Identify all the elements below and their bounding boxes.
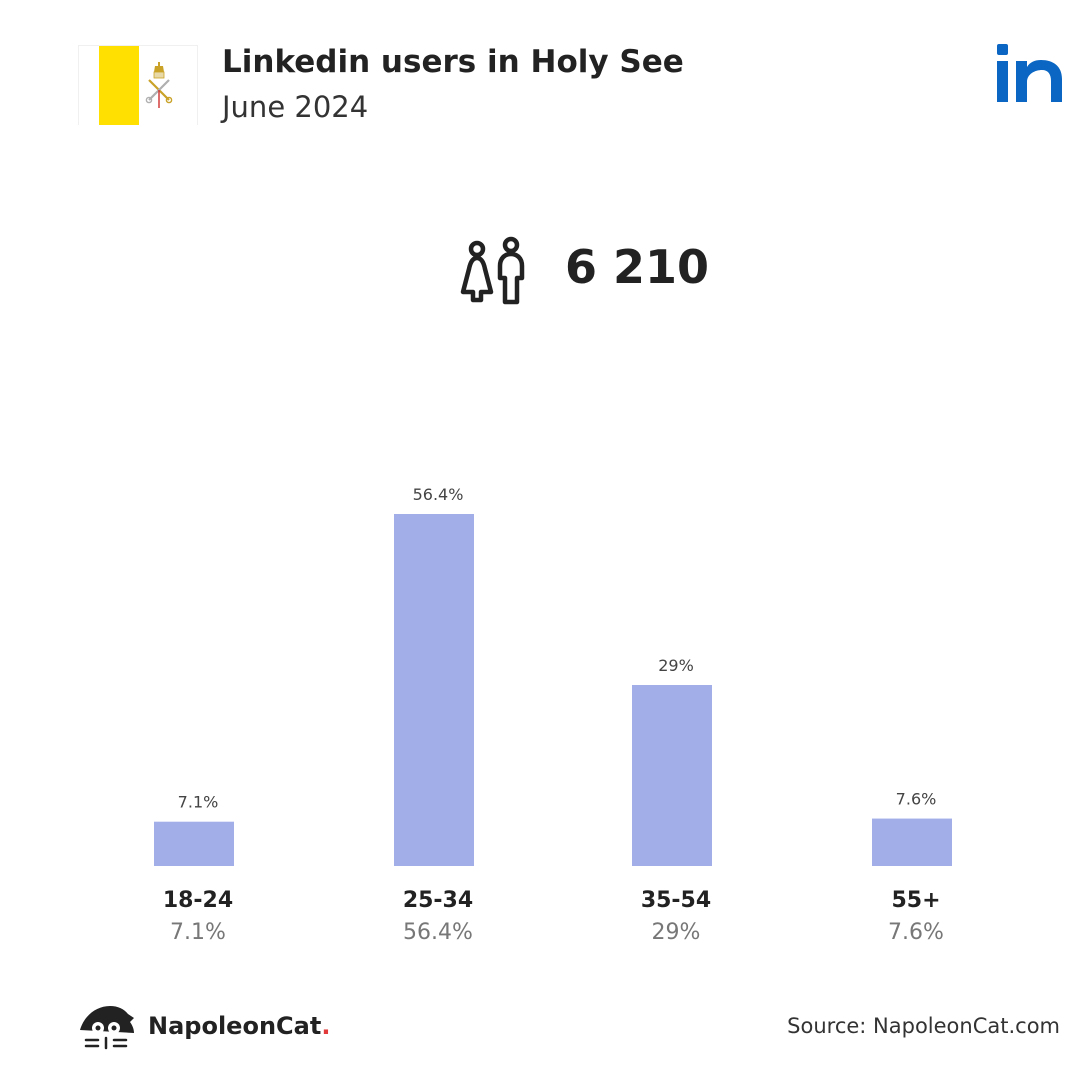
category-percent-label: 7.1%: [170, 920, 226, 945]
linkedin-logo-icon: [996, 44, 1064, 104]
category-label: 25-34: [403, 888, 473, 913]
bar-data-label: 29%: [658, 656, 694, 675]
age-distribution-chart: 7.1% 18-24 7.1% 56.4% 25-34 56.4% 29% 35-54 29% 7…: [0, 460, 1080, 960]
bar-35-54: [632, 685, 712, 866]
bar-data-label: 7.6%: [896, 790, 937, 809]
category-percent-label: 7.6%: [888, 920, 944, 945]
category-percent-label: 29%: [652, 920, 701, 945]
bar-25-34: [394, 514, 474, 866]
users-icon: [460, 236, 530, 306]
total-users-value: 6 210: [565, 240, 710, 294]
category-label: 55+: [891, 888, 940, 913]
holy-see-flag-icon: [78, 45, 198, 125]
category-label: 35-54: [641, 888, 711, 913]
brand-name-text: NapoleonCat: [148, 1012, 322, 1040]
bar-data-label: 56.4%: [413, 485, 464, 504]
bar-data-label: 7.1%: [178, 793, 219, 812]
napoleoncat-logo-icon: [80, 1006, 134, 1050]
page-subtitle: June 2024: [222, 90, 369, 124]
bar-55+: [872, 818, 952, 866]
napoleoncat-brand: NapoleonCat.: [78, 1000, 330, 1052]
page-title: Linkedin users in Holy See: [222, 44, 684, 80]
brand-name: NapoleonCat.: [148, 1012, 330, 1040]
category-percent-label: 56.4%: [403, 920, 473, 945]
source-text: Source: NapoleonCat.com: [787, 1014, 1060, 1038]
brand-dot: .: [321, 1012, 331, 1040]
bar-18-24: [154, 821, 234, 866]
category-label: 18-24: [163, 888, 233, 913]
